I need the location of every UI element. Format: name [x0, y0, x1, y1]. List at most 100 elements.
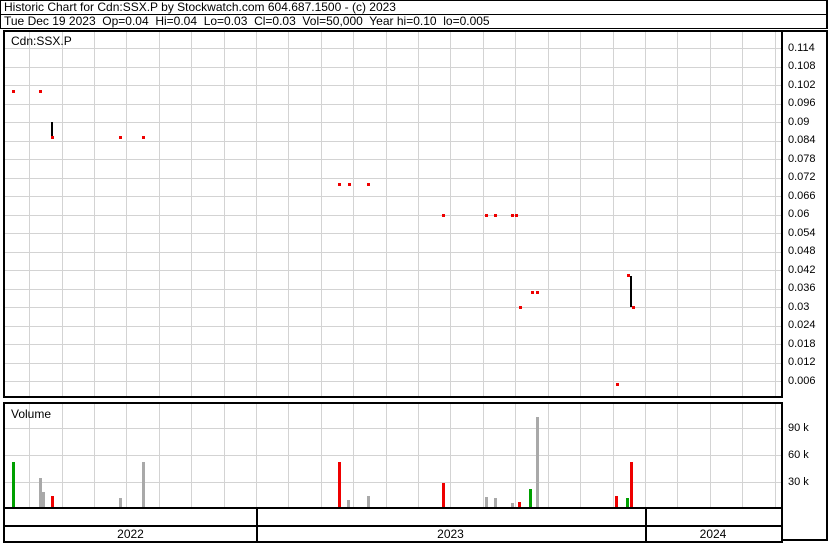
month-gridline — [224, 32, 225, 396]
price-gridline — [5, 67, 781, 68]
month-gridline — [321, 32, 322, 396]
volume-bar — [39, 478, 42, 507]
year-divider — [645, 509, 647, 525]
chart-header: Historic Chart for Cdn:SSX.P by Stockwat… — [0, 0, 828, 29]
price-gridline — [5, 289, 781, 290]
price-gridline — [5, 252, 781, 253]
month-gridline — [159, 32, 160, 396]
quote-summary-line: Tue Dec 19 2023 Op=0.04 Hi=0.04 Lo=0.03 … — [4, 14, 490, 28]
month-gridline — [418, 32, 419, 396]
volume-tick-label: 60 k — [788, 449, 809, 461]
price-gridline — [5, 215, 781, 216]
month-gridline — [775, 32, 776, 396]
month-gridline — [386, 32, 387, 396]
price-close-mark — [531, 291, 534, 294]
volume-bar — [338, 462, 341, 507]
year-divider — [645, 527, 647, 541]
volume-bar — [494, 498, 497, 507]
volume-gridline — [5, 482, 781, 483]
price-close-mark — [348, 183, 351, 186]
volume-gridline — [5, 428, 781, 429]
month-gridline — [677, 32, 678, 396]
date-axis-year-row: 2022 2023 2024 — [3, 527, 783, 543]
price-tick-label: 0.084 — [788, 134, 816, 146]
price-gridline — [5, 233, 781, 234]
month-gridline — [94, 32, 95, 396]
price-close-mark — [485, 214, 488, 217]
volume-bar — [518, 502, 521, 507]
price-close-mark — [119, 136, 122, 139]
date-axis-minor-row — [3, 509, 783, 527]
price-close-mark — [338, 183, 341, 186]
price-gridline — [5, 326, 781, 327]
price-gridline — [5, 178, 781, 179]
volume-bar — [615, 496, 618, 507]
price-tick-label: 0.006 — [788, 375, 816, 387]
price-close-mark — [442, 214, 445, 217]
chart-title: Historic Chart for Cdn:SSX.P by Stockwat… — [1, 1, 826, 15]
month-gridline — [710, 32, 711, 396]
price-gridline — [5, 122, 781, 123]
volume-bar — [529, 489, 532, 507]
month-gridline — [742, 32, 743, 396]
year-label: 2023 — [437, 527, 464, 541]
close-tick-mark — [51, 136, 54, 139]
month-gridline — [483, 32, 484, 396]
volume-bar — [442, 483, 445, 507]
price-gridline — [5, 307, 781, 308]
price-tick-label: 0.09 — [788, 116, 810, 128]
price-close-mark — [616, 383, 619, 386]
price-tick-label: 0.042 — [788, 264, 816, 276]
price-tick-label: 0.078 — [788, 153, 816, 165]
volume-bar — [12, 462, 15, 507]
month-gridline — [29, 32, 30, 396]
volume-bar — [626, 498, 629, 507]
price-tick-label: 0.102 — [788, 79, 816, 91]
price-tick-label: 0.072 — [788, 171, 816, 183]
price-tick-label: 0.06 — [788, 208, 810, 220]
price-range-bar — [630, 276, 632, 307]
price-tick-label: 0.018 — [788, 338, 816, 350]
volume-bar — [51, 496, 54, 507]
price-gridline — [5, 104, 781, 105]
month-gridline — [288, 32, 289, 396]
price-range-bar — [51, 122, 53, 137]
price-gridline — [5, 159, 781, 160]
volume-bar — [42, 492, 45, 507]
price-close-mark — [12, 90, 15, 93]
price-close-mark — [142, 136, 145, 139]
price-gridline — [5, 141, 781, 142]
price-gridline — [5, 48, 781, 49]
price-tick-label: 0.012 — [788, 356, 816, 368]
price-close-mark — [511, 214, 514, 217]
price-tick-label: 0.036 — [788, 282, 816, 294]
right-axis-column: 0.114 0.108 0.102 0.096 0.09 0.084 0.078 0.072 0… — [783, 30, 828, 541]
month-gridline — [548, 32, 549, 396]
price-close-mark — [494, 214, 497, 217]
month-gridline — [353, 32, 354, 396]
year-divider — [256, 509, 258, 525]
month-gridline — [645, 32, 646, 396]
price-tick-label: 0.024 — [788, 319, 816, 331]
volume-bar — [142, 462, 145, 507]
price-tick-label: 0.054 — [788, 227, 816, 239]
price-tick-label: 0.096 — [788, 97, 816, 109]
month-gridline — [613, 32, 614, 396]
year-divider — [256, 527, 258, 541]
volume-bar — [485, 497, 488, 507]
volume-tick-label: 30 k — [788, 476, 809, 488]
price-gridline — [5, 196, 781, 197]
volume-tick-label: 90 k — [788, 422, 809, 434]
price-chart-panel: Cdn:SSX.P — [3, 30, 783, 398]
price-gridline — [5, 381, 781, 382]
volume-gridline — [5, 455, 781, 456]
volume-bar — [119, 498, 122, 507]
volume-bar — [511, 503, 514, 507]
symbol-label: Cdn:SSX.P — [11, 34, 72, 48]
price-close-mark — [367, 183, 370, 186]
close-tick-mark — [632, 306, 635, 309]
volume-bar — [367, 496, 370, 507]
price-tick-label: 0.048 — [788, 245, 816, 257]
price-close-mark — [39, 90, 42, 93]
price-close-mark — [515, 214, 518, 217]
